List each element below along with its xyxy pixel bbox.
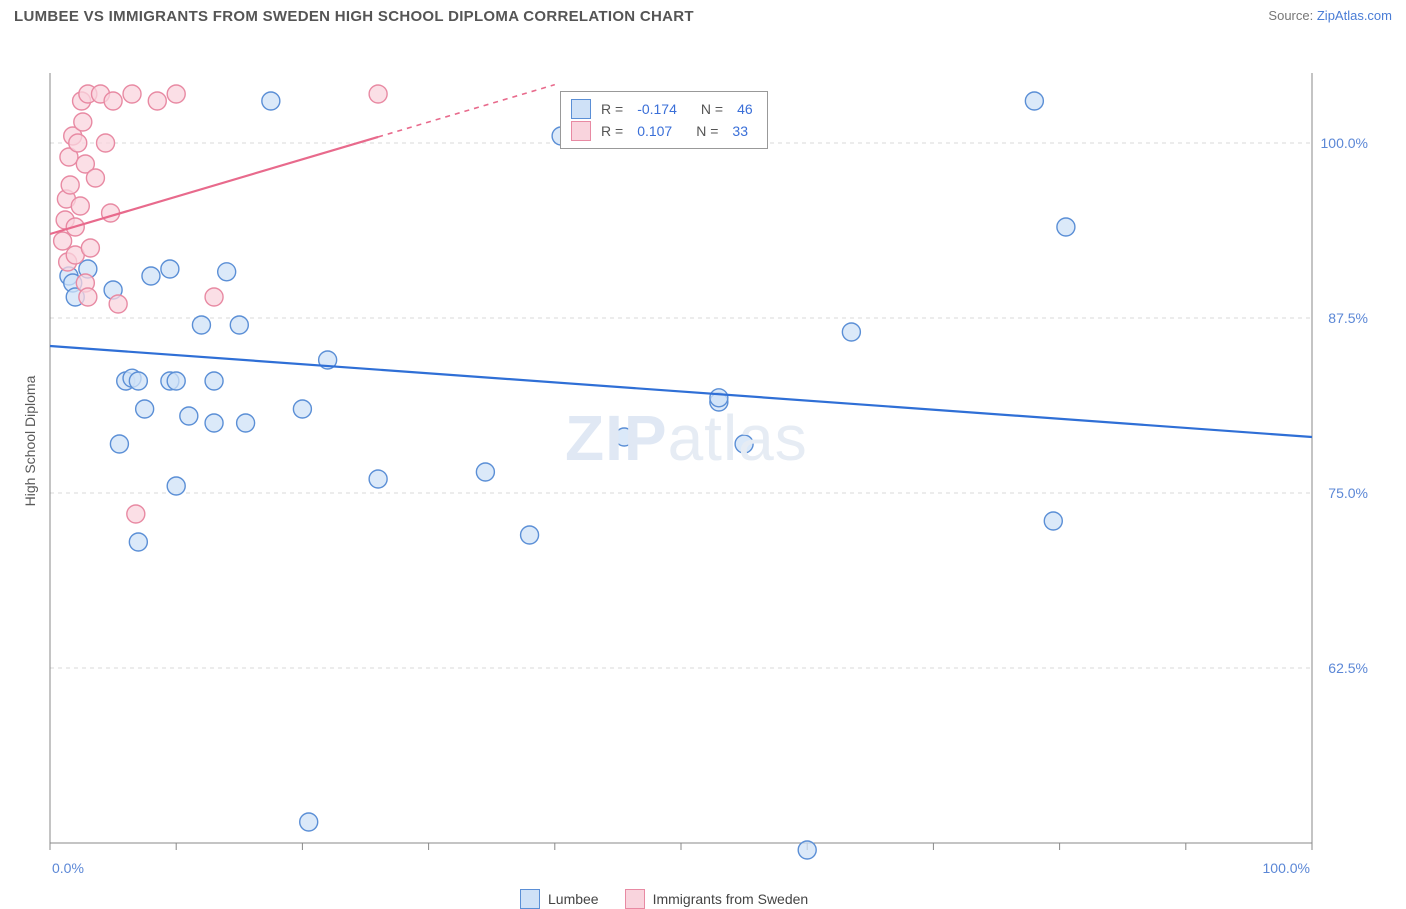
data-point (69, 134, 87, 152)
data-point (293, 400, 311, 418)
chart-title: LUMBEE VS IMMIGRANTS FROM SWEDEN HIGH SC… (14, 8, 694, 25)
trend-line-dashed (378, 85, 555, 137)
y-tick-label: 75.0% (1328, 485, 1368, 501)
source-link[interactable]: ZipAtlas.com (1317, 8, 1392, 23)
y-tick-label: 62.5% (1328, 660, 1368, 676)
stats-legend: R =-0.174N =46R =0.107N =33 (560, 91, 768, 149)
data-point (180, 407, 198, 425)
series-legend: Lumbee Immigrants from Sweden (520, 889, 826, 909)
y-tick-label: 100.0% (1321, 135, 1368, 151)
data-point (123, 85, 141, 103)
legend-swatch (625, 889, 645, 909)
data-point (136, 400, 154, 418)
data-point (237, 414, 255, 432)
data-point (104, 92, 122, 110)
data-point (86, 169, 104, 187)
n-value: 33 (728, 123, 752, 139)
data-point (74, 113, 92, 131)
data-point (192, 316, 210, 334)
y-axis-label: High School Diploma (22, 376, 38, 507)
data-point (300, 813, 318, 831)
data-point (369, 85, 387, 103)
data-point (218, 263, 236, 281)
data-point (167, 372, 185, 390)
data-point (110, 435, 128, 453)
data-point (71, 197, 89, 215)
legend-label: Lumbee (548, 891, 599, 907)
n-value: 46 (733, 101, 757, 117)
source-label: Source: ZipAtlas.com (1268, 8, 1392, 25)
data-point (735, 435, 753, 453)
data-point (205, 288, 223, 306)
data-point (1044, 512, 1062, 530)
data-point (798, 841, 816, 859)
data-point (97, 134, 115, 152)
data-point (205, 372, 223, 390)
data-point (54, 232, 72, 250)
data-point (521, 526, 539, 544)
stats-legend-row: R =-0.174N =46 (571, 98, 757, 120)
data-point (262, 92, 280, 110)
data-point (476, 463, 494, 481)
legend-swatch (571, 121, 591, 141)
x-tick-label: 0.0% (52, 860, 84, 876)
data-point (81, 239, 99, 257)
data-point (142, 267, 160, 285)
data-point (61, 176, 79, 194)
data-point (79, 288, 97, 306)
data-point (230, 316, 248, 334)
y-tick-label: 87.5% (1328, 310, 1368, 326)
data-point (167, 477, 185, 495)
legend-swatch (571, 99, 591, 119)
data-point (1057, 218, 1075, 236)
data-point (102, 204, 120, 222)
data-point (615, 428, 633, 446)
x-tick-label: 100.0% (1263, 860, 1310, 876)
data-point (1025, 92, 1043, 110)
data-point (369, 470, 387, 488)
legend-label: Immigrants from Sweden (653, 891, 809, 907)
data-point (842, 323, 860, 341)
data-point (148, 92, 166, 110)
legend-swatch (520, 889, 540, 909)
data-point (205, 414, 223, 432)
r-value: 0.107 (633, 123, 676, 139)
r-value: -0.174 (633, 101, 681, 117)
data-point (109, 295, 127, 313)
data-point (161, 260, 179, 278)
data-point (710, 389, 728, 407)
data-point (129, 372, 147, 390)
stats-legend-row: R =0.107N =33 (571, 120, 757, 142)
data-point (129, 533, 147, 551)
data-point (127, 505, 145, 523)
scatter-chart: 62.5% 75.0% 87.5% 100.0% 0.0% 100.0% (0, 31, 1406, 881)
data-point (167, 85, 185, 103)
